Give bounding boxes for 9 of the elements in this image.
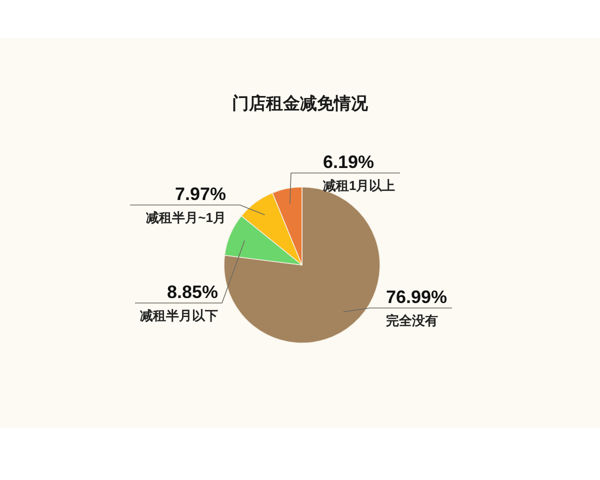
data-label: 7.97% [174, 184, 226, 204]
data-label: 76.99% [386, 287, 448, 307]
slice-label: 减租半月以下 [140, 308, 218, 323]
data-label: 6.19% [323, 152, 374, 172]
chart-title: 门店租金减免情况 [232, 94, 369, 113]
data-label: 8.85% [166, 282, 218, 302]
slice-label: 减租1月以上 [323, 178, 396, 193]
slice-label: 减租半月~1月 [146, 210, 226, 225]
slice-label: 完全没有 [386, 313, 438, 328]
